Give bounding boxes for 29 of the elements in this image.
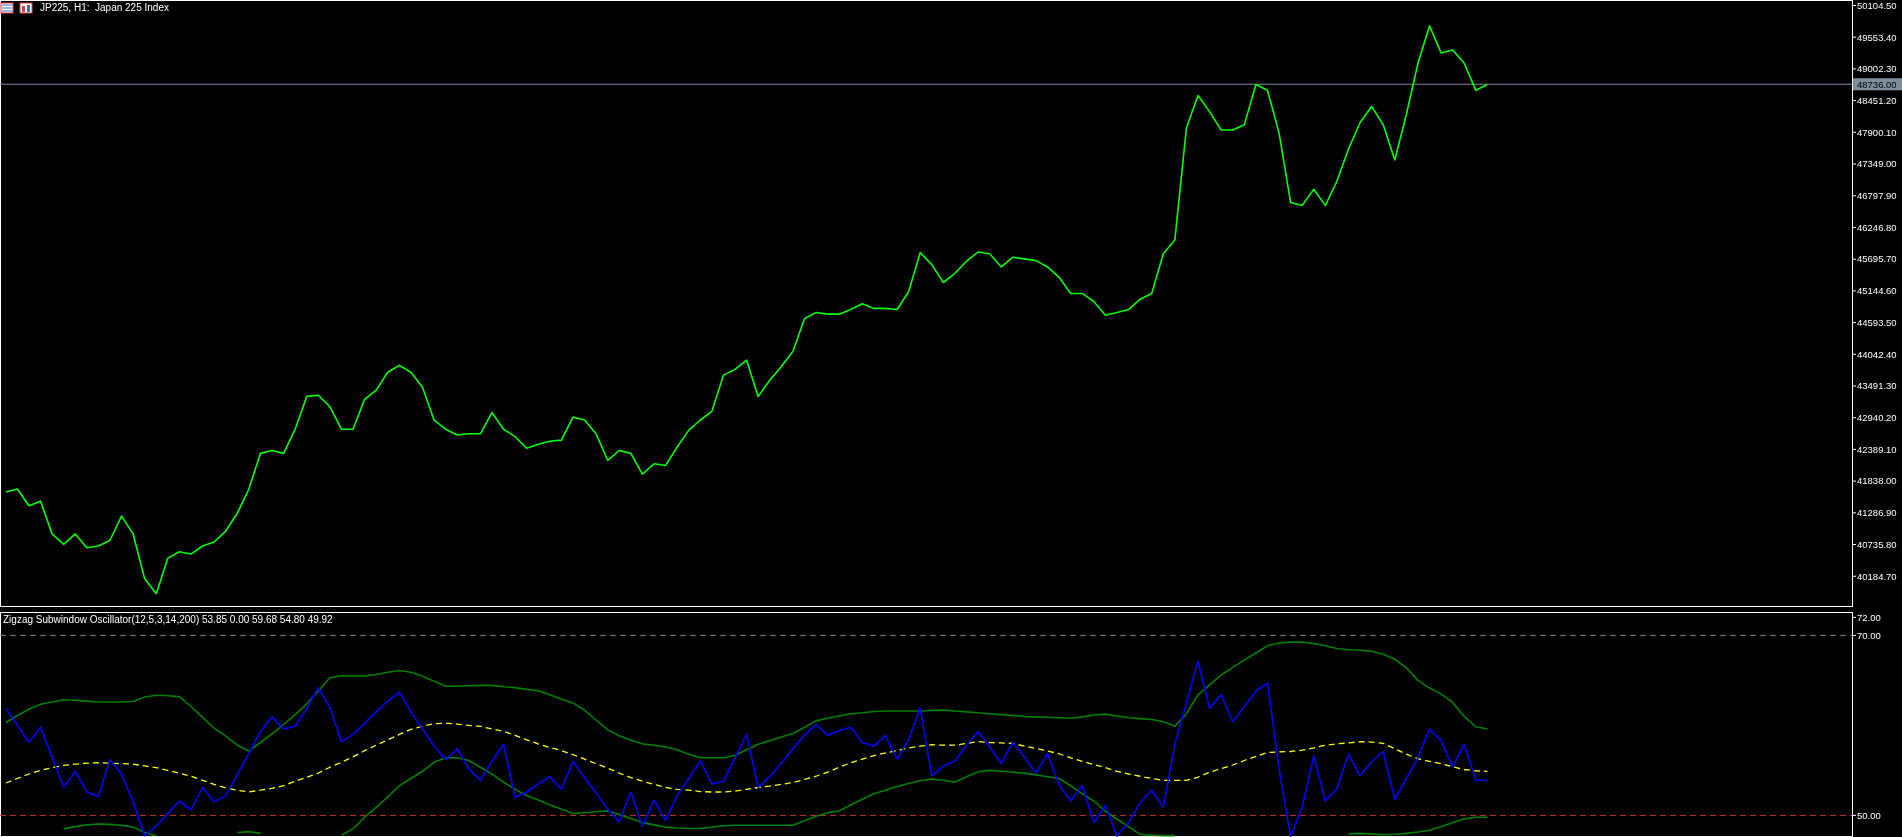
ref-line-label: 48736.00 [1857,78,1897,90]
chart-title: Zigzag Subwindow Oscillator(12,5,3,14,200) 53.85 0.00 59.68 54.80 49.92 [3,614,334,625]
y-tick-label: 50.00 [1857,809,1881,821]
line-series [4,641,1489,759]
y-tick-label: 44042.40 [1857,348,1897,360]
y-tick-label: 47900.10 [1857,126,1897,138]
chart-title: JP225, H1: Japan 225 Index [40,2,169,13]
y-tick-label: 70.00 [1857,629,1881,641]
y-tick-label: 42940.20 [1857,412,1897,424]
y-tick-label: 43491.30 [1857,380,1897,392]
y-tick-label: 50104.50 [1857,0,1897,11]
y-tick-label: 72.00 [1857,611,1881,623]
y-tick-label: 42389.10 [1857,443,1897,455]
y-tick-label: 41838.00 [1857,475,1897,487]
y-tick-label: 44593.50 [1857,316,1897,328]
y-tick-label: 46246.80 [1857,221,1897,233]
line-series [4,25,1489,595]
y-tick-label: 48451.20 [1857,94,1897,106]
y-tick-label: 40184.70 [1857,570,1897,582]
y-tick-label: 49002.30 [1857,63,1897,75]
y-tick-label: 40735.80 [1857,538,1897,550]
y-tick-label: 41286.90 [1857,507,1897,519]
y-tick-label: 46797.90 [1857,190,1897,202]
y-tick-label: 47349.00 [1857,158,1897,170]
line-series [4,660,1489,837]
line-series [5,722,1489,793]
y-tick-label: 45695.70 [1857,253,1897,265]
y-tick-label: 45144.60 [1857,285,1897,297]
y-tick-label: 49553.40 [1857,31,1897,43]
